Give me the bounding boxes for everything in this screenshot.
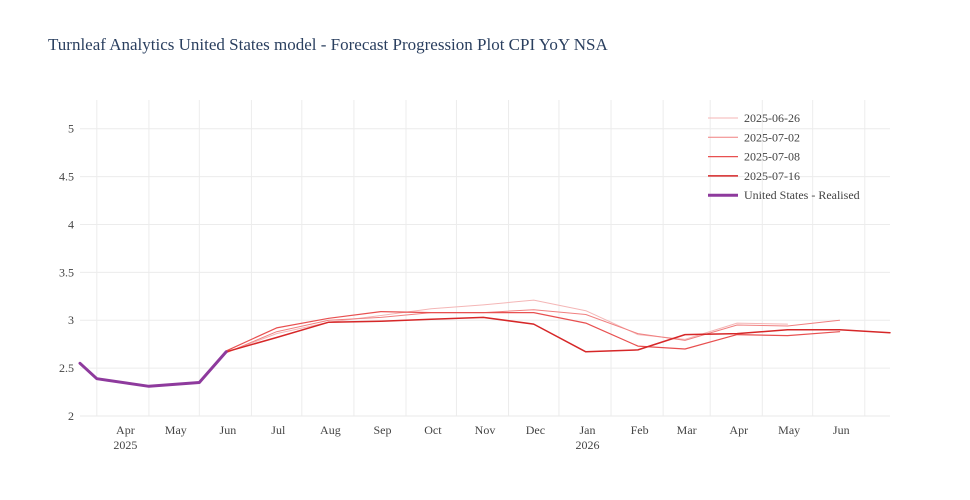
x-tick-label: Oct [424, 423, 442, 437]
x-tick-label: Jun [833, 423, 850, 437]
series-line-3 [225, 316, 891, 353]
x-tick-label: Feb [631, 423, 649, 437]
series-line-2 [225, 311, 841, 352]
x-tick-label: Jan [580, 423, 596, 437]
x-tick-label: May [165, 423, 187, 437]
x-tick-year-label: 2026 [576, 438, 600, 452]
x-tick-label: Apr [116, 423, 135, 437]
legend-item[interactable]: United States - Realised [708, 188, 860, 202]
x-tick-label: Sep [373, 423, 391, 437]
legend-label: 2025-07-16 [744, 169, 800, 183]
series-line-1 [225, 309, 841, 354]
legend-item[interactable]: 2025-07-02 [708, 130, 800, 144]
series-lines [78, 299, 891, 388]
x-tick-label: Jun [220, 423, 237, 437]
x-tick-label: Aug [320, 423, 341, 437]
y-tick-label: 3 [68, 313, 74, 327]
legend-item[interactable]: 2025-07-16 [708, 169, 800, 183]
chart-title: Turnleaf Analytics United States model -… [48, 35, 608, 54]
series-line-0 [225, 299, 788, 354]
legend-label: 2025-07-08 [744, 150, 800, 164]
legend-label: United States - Realised [744, 188, 860, 202]
x-tick-year-label: 2025 [113, 438, 137, 452]
x-tick-label: Mar [677, 423, 697, 437]
y-tick-label: 4.5 [59, 170, 74, 184]
grid [80, 100, 890, 417]
series-line-4 [78, 350, 228, 388]
x-tick-label: May [778, 423, 800, 437]
y-tick-label: 3.5 [59, 265, 74, 279]
legend-item[interactable]: 2025-06-26 [708, 111, 800, 125]
x-tick-label: Apr [729, 423, 748, 437]
y-tick-label: 5 [68, 122, 74, 136]
legend-label: 2025-07-02 [744, 130, 800, 144]
legend[interactable]: 2025-06-26 2025-07-02 2025-07-08 2025-07-16… [708, 111, 860, 202]
x-tick-label: Jul [271, 423, 286, 437]
y-tick-label: 2 [68, 409, 74, 423]
y-tick-labels: 2 2.5 3 3.5 4 4.5 5 [59, 122, 74, 423]
legend-item[interactable]: 2025-07-08 [708, 150, 800, 164]
y-tick-label: 4 [68, 217, 74, 231]
legend-label: 2025-06-26 [744, 111, 800, 125]
x-tick-label: Dec [526, 423, 545, 437]
y-tick-label: 2.5 [59, 361, 74, 375]
x-tick-label: Nov [475, 423, 496, 437]
